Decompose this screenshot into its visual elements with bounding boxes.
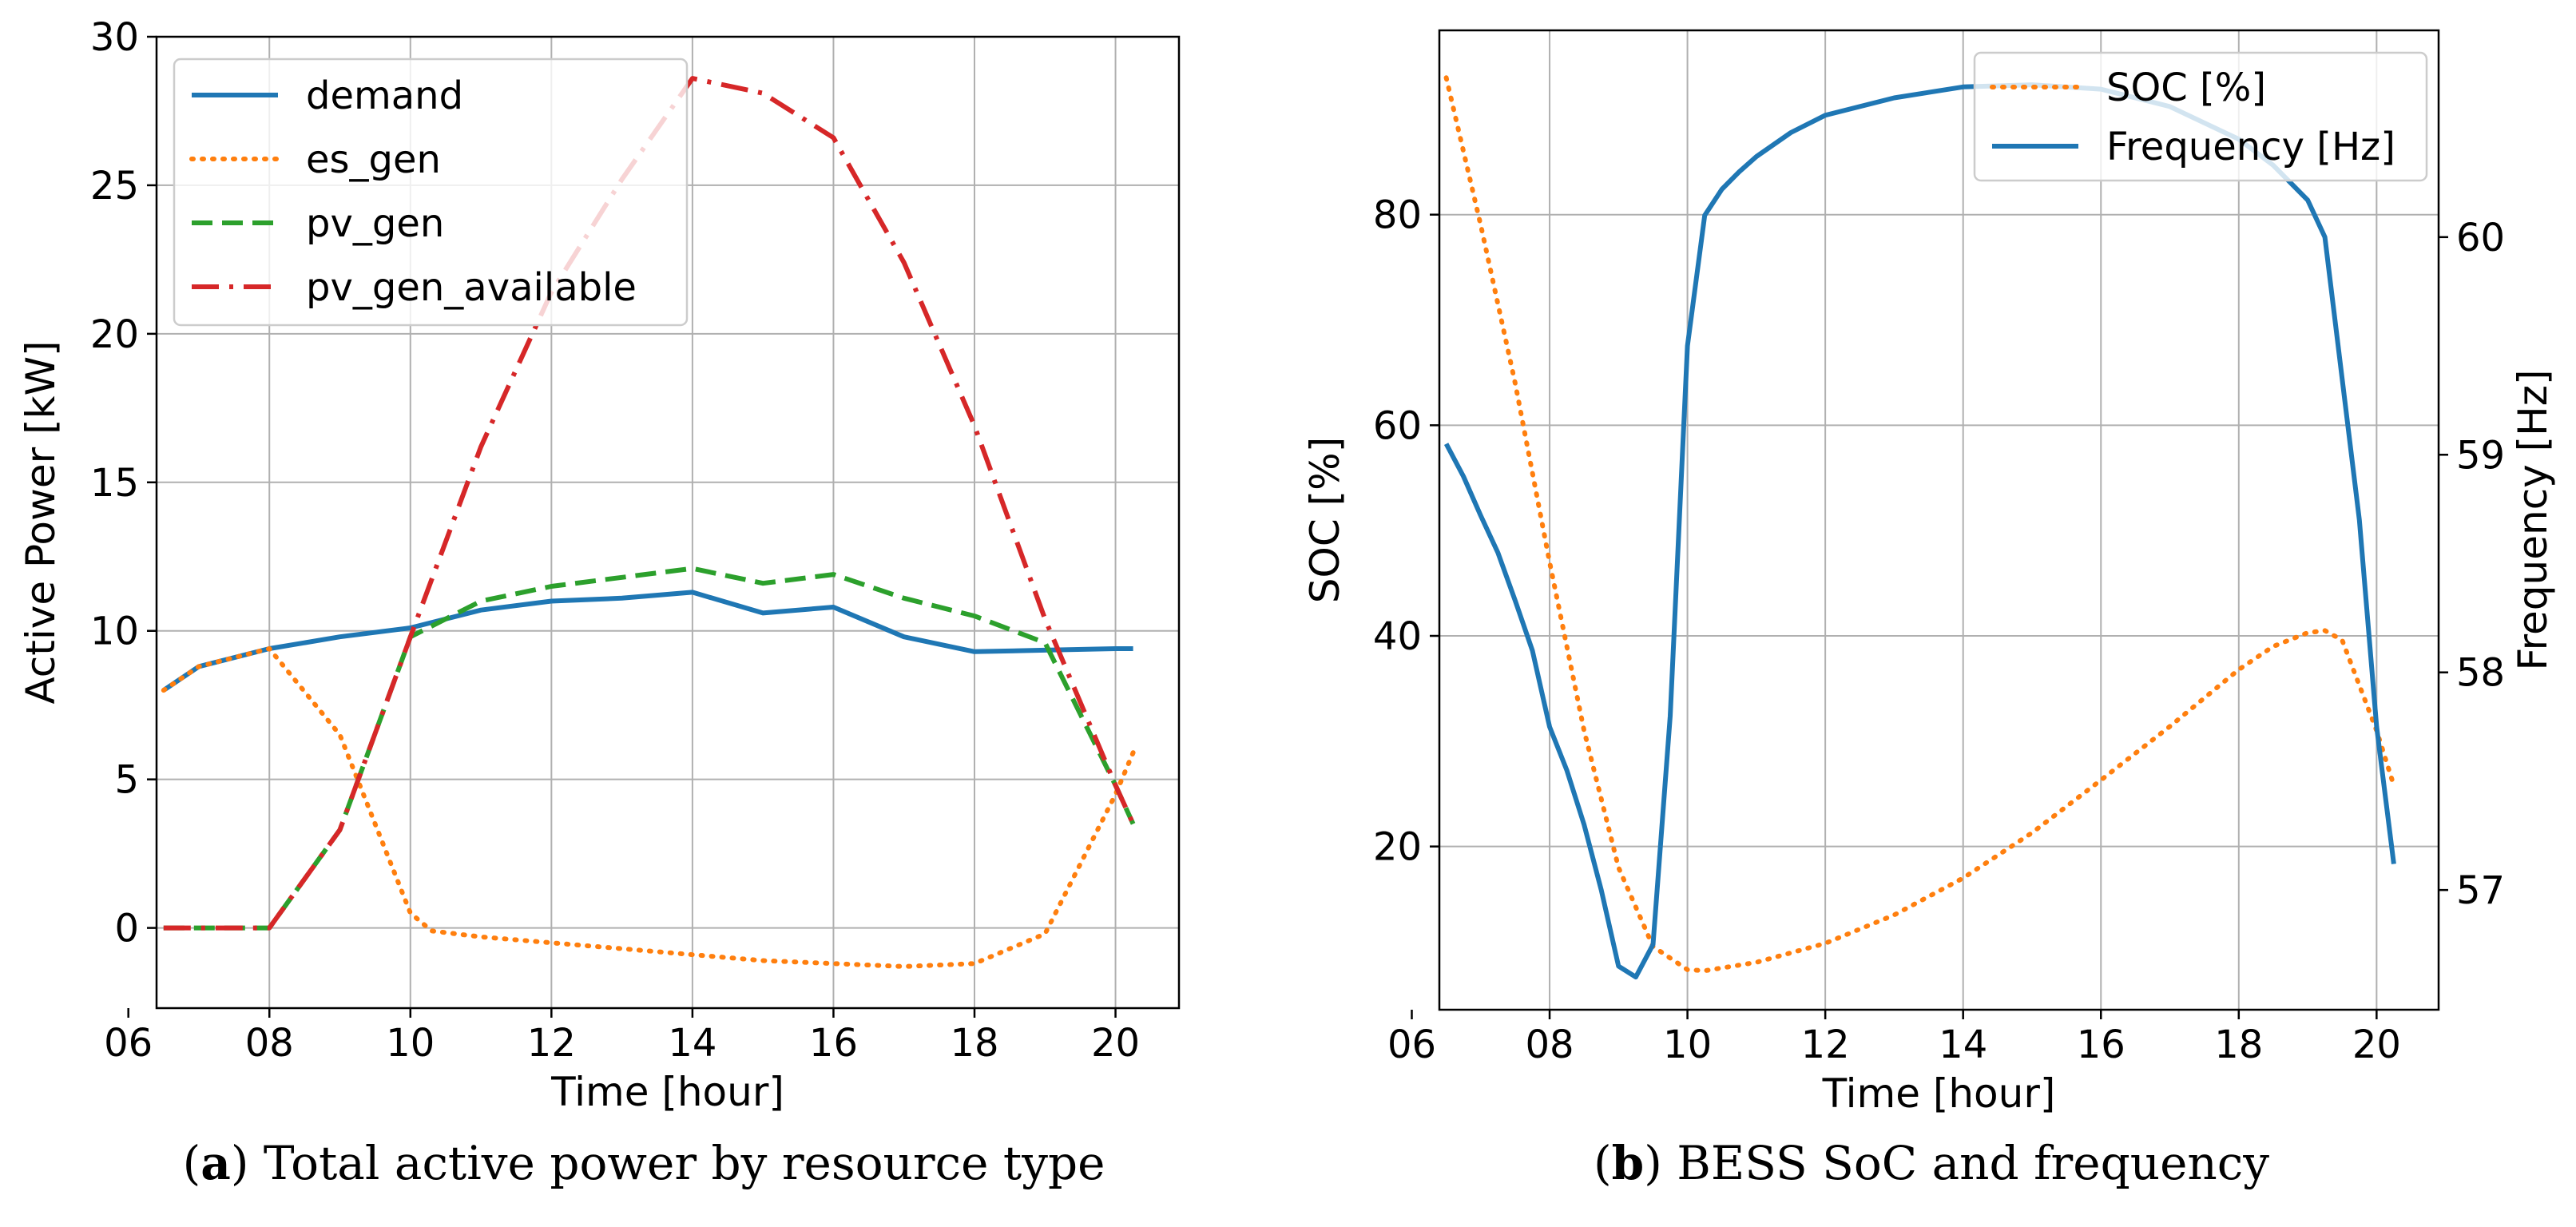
legend-label-es-gen: es_gen xyxy=(306,137,441,182)
legend-label-soc: SOC [%] xyxy=(2106,66,2266,110)
series-line-soc xyxy=(1443,75,2396,974)
y-tick-label: 10 xyxy=(90,610,139,654)
x-axis-label: Time [hour] xyxy=(550,1069,784,1115)
x-tick-label: 10 xyxy=(386,1021,435,1066)
x-tick-label: 18 xyxy=(2214,1022,2263,1067)
caption-b-text: BESS SoC and frequency xyxy=(1677,1136,2270,1190)
x-tick-label: 18 xyxy=(950,1021,998,1066)
y-tick-label: 40 xyxy=(1373,614,1422,659)
x-tick-label: 10 xyxy=(1663,1022,1712,1067)
caption-a: (a) Total active power by resource type xyxy=(182,1136,1105,1190)
y-tick-label: 60 xyxy=(1373,403,1422,448)
x-tick-label: 16 xyxy=(2077,1022,2125,1067)
axes-frame xyxy=(1438,29,2440,1011)
legend-box xyxy=(173,58,689,327)
x-tick-label: 06 xyxy=(1387,1022,1436,1067)
legend-label-pv-gen-available: pv_gen_available xyxy=(306,265,637,310)
y-right-tick-label: 58 xyxy=(2456,651,2505,696)
caption-b: (b) BESS SoC and frequency xyxy=(1593,1136,2270,1190)
x-tick-label: 06 xyxy=(104,1021,153,1066)
legend-label-pv-gen: pv_gen xyxy=(306,201,444,246)
y-tick-label: 30 xyxy=(90,15,139,60)
caption-b-label: b xyxy=(1611,1136,1645,1190)
series-line-demand xyxy=(162,590,1133,693)
x-axis-label: Time [hour] xyxy=(1822,1070,2056,1117)
y-right-tick-label: 60 xyxy=(2456,216,2505,260)
x-tick-label: 20 xyxy=(1091,1021,1140,1066)
x-tick-label: 12 xyxy=(527,1021,576,1066)
y-tick-label: 0 xyxy=(114,907,139,951)
y-right-tick-label: 59 xyxy=(2456,433,2505,478)
x-tick-label: 16 xyxy=(809,1021,858,1066)
y-tick-label: 25 xyxy=(90,164,139,208)
y-tick-label: 20 xyxy=(1373,825,1422,870)
legend-label-frequency-hz: Frequency [Hz] xyxy=(2106,125,2395,169)
y-tick-label: 5 xyxy=(114,758,139,803)
y-axis-label: Active Power [kW] xyxy=(18,340,64,704)
x-tick-label: 08 xyxy=(1526,1022,1574,1067)
x-tick-label: 14 xyxy=(1939,1022,1987,1067)
legend-box xyxy=(1973,51,2428,182)
chart-power-by-resource: 06 08 10 12 14 16 18 20 0 5 10 15 20 25 30 Time [hour] A… xyxy=(18,15,1181,1115)
caption-a-label: a xyxy=(200,1136,231,1190)
chart-bess-soc-frequency: 06 08 10 12 14 16 18 20 20 40 60 80 57 58 59 60 Time [ho… xyxy=(1302,29,2556,1117)
axes-frame xyxy=(155,35,1181,1010)
series-line-es-gen xyxy=(161,646,1136,969)
legend-label-demand: demand xyxy=(306,73,463,118)
y-tick-label: 80 xyxy=(1373,193,1422,238)
y-right-tick-label: 57 xyxy=(2456,868,2505,913)
y-tick-label: 15 xyxy=(90,461,139,506)
y-right-axis-label: Frequency [Hz] xyxy=(2510,369,2556,670)
x-tick-label: 08 xyxy=(245,1021,294,1066)
x-tick-label: 20 xyxy=(2352,1022,2401,1067)
y-axis-label: SOC [%] xyxy=(1302,437,1348,603)
series-layer xyxy=(1443,75,2396,980)
x-tick-label: 14 xyxy=(668,1021,716,1066)
caption-a-text: Total active power by resource type xyxy=(263,1136,1105,1190)
series-line-frequency-hz xyxy=(1443,82,2396,980)
y-tick-label: 20 xyxy=(90,312,139,357)
x-tick-label: 12 xyxy=(1801,1022,1850,1067)
